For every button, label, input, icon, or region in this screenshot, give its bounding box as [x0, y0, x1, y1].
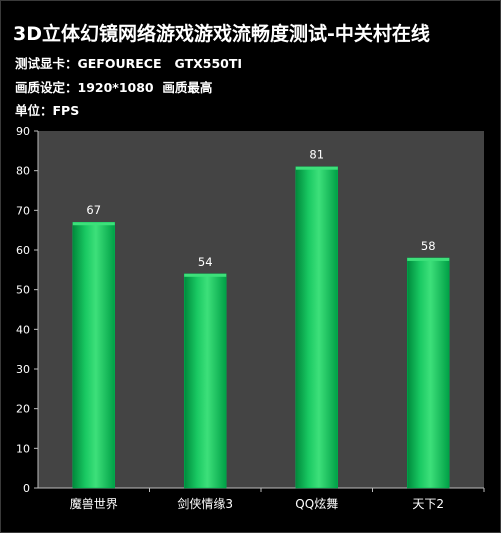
bar-top-highlight [407, 257, 450, 261]
y-tick-label: 40 [16, 323, 30, 336]
y-tick-label: 90 [16, 125, 30, 138]
y-tick-label: 10 [16, 442, 30, 455]
x-category-label: QQ炫舞 [295, 496, 338, 511]
x-category-label: 剑侠情缘3 [177, 496, 233, 511]
bar [407, 257, 450, 489]
chart-title: 3D立体幻镜网络游戏游戏流畅度测试-中关村在线 [13, 23, 430, 45]
x-category-label: 魔兽世界 [70, 496, 118, 511]
bar-top-highlight [295, 166, 338, 170]
y-tick-label: 60 [16, 244, 30, 257]
unit-label: 单位：FPS [15, 103, 80, 118]
y-tick-label: 20 [16, 403, 30, 416]
x-category-label: 天下2 [412, 497, 444, 511]
data-label: 58 [421, 239, 436, 253]
gpu-info: 测试显卡：GEFOURECE GTX550TI [15, 56, 243, 71]
y-tick-label: 70 [16, 204, 30, 217]
y-tick-label: 80 [16, 165, 30, 178]
bar [295, 166, 338, 489]
y-tick-label: 30 [16, 363, 30, 376]
bar [184, 273, 227, 489]
data-label: 54 [198, 255, 213, 269]
data-label: 81 [309, 148, 324, 162]
y-tick-label: 0 [23, 482, 30, 495]
data-label: 67 [86, 203, 101, 217]
bar-top-highlight [72, 222, 115, 226]
quality-setting: 画质设定：1920*1080 画质最高 [15, 80, 213, 95]
bar-top-highlight [184, 273, 227, 277]
bar [72, 221, 115, 489]
y-tick-label: 50 [16, 284, 30, 297]
